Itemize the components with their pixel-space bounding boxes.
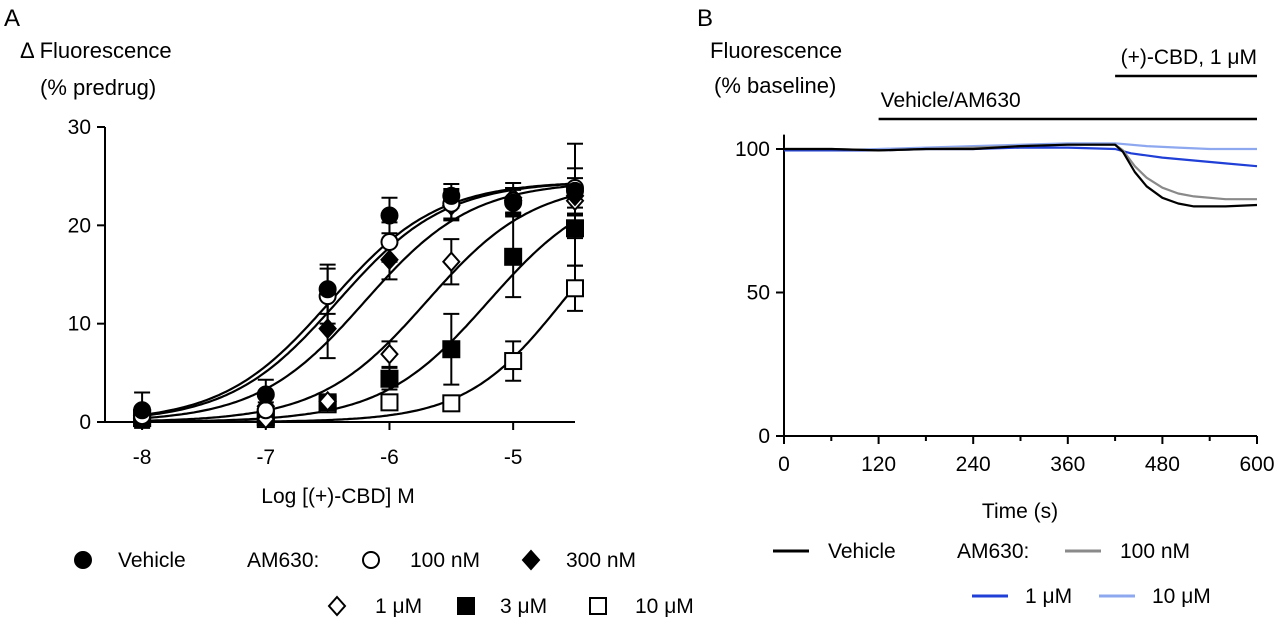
panel-a-fit-curve bbox=[142, 220, 576, 423]
panel-a-data-point bbox=[442, 186, 461, 205]
panel-b-ytick-label: 50 bbox=[747, 282, 770, 305]
panel-b-legend-100nm: 100 nM bbox=[1120, 540, 1190, 563]
panel-a-data-point bbox=[442, 394, 461, 413]
panel-a-data-point bbox=[441, 251, 461, 273]
panel-b-ytick-label: 100 bbox=[735, 138, 770, 161]
panel-a-legend-vehicle: Vehicle bbox=[118, 549, 186, 572]
panel-a-legend-marker bbox=[327, 595, 347, 617]
panel-b-annotation-label: (+)-CBD, 1 μM bbox=[1121, 46, 1257, 69]
panel-a-data-point bbox=[380, 206, 399, 225]
panel-a-legend-marker bbox=[521, 549, 541, 571]
panel-a-xlabel: Log [(+)-CBD] M bbox=[261, 485, 414, 508]
panel-a-ytick-label: 10 bbox=[68, 313, 91, 336]
panel-b-ylabel-line2: (% baseline) bbox=[714, 73, 836, 98]
panel-a-ytick-label: 30 bbox=[68, 116, 91, 139]
panel-a-data-point bbox=[380, 249, 399, 271]
panel-b-ylabel-line1: Fluorescence bbox=[710, 38, 842, 63]
panel-a-legend-10um: 10 μM bbox=[635, 595, 694, 618]
panel-a-legend: Vehicle AM630: 100 nM 300 nM 1 μM 3 μM 10 μM bbox=[74, 549, 694, 618]
panel-a-plot: 0 10 20 30 -8 -7 -6 -5 bbox=[68, 116, 585, 469]
panel-a-legend-group-label: AM630: bbox=[247, 549, 319, 572]
panel-b-xtick-label: 600 bbox=[1239, 453, 1274, 476]
panel-a-data-point bbox=[380, 233, 399, 252]
panel-a-fit-curve bbox=[142, 285, 576, 424]
panel-a-legend-marker bbox=[457, 597, 475, 615]
panel-a-data-point bbox=[504, 352, 523, 371]
panel-a-legend-100nm: 100 nM bbox=[410, 549, 480, 572]
panel-b-xtick-label: 240 bbox=[956, 453, 991, 476]
panel-a-legend-1um: 1 μM bbox=[375, 595, 422, 618]
panel-b-legend-1um: 1 μM bbox=[1025, 585, 1072, 608]
panel-a-fit-curve bbox=[142, 194, 576, 422]
panel-a-xtick-label: -6 bbox=[380, 446, 399, 469]
panel-a-xtick-label: -7 bbox=[256, 446, 275, 469]
panel-a-data-point bbox=[256, 385, 275, 404]
panel-a-legend-marker bbox=[589, 597, 607, 615]
panel-b-legend-10um: 10 μM bbox=[1152, 585, 1211, 608]
panel-a-data-point bbox=[380, 369, 399, 388]
panel-a-xtick-label: -8 bbox=[133, 446, 152, 469]
panel-a-data-point bbox=[380, 393, 399, 412]
panel-b-xtick-label: 120 bbox=[861, 453, 896, 476]
panel-a-data-point bbox=[318, 318, 337, 340]
panel-b-annotation-label: Vehicle/AM630 bbox=[881, 89, 1021, 112]
panel-a-fit-curve bbox=[141, 182, 576, 416]
panel-a-ylabel-line2: (% predrug) bbox=[40, 75, 156, 100]
panel-b-xtick-label: 480 bbox=[1145, 453, 1180, 476]
panel-b-ytick-label: 0 bbox=[758, 425, 770, 448]
panel-b-letter: B bbox=[697, 5, 713, 32]
panel-b-legend-group-label: AM630: bbox=[957, 540, 1029, 563]
panel-a-ytick-label: 20 bbox=[68, 214, 91, 237]
panel-a-data-point bbox=[504, 247, 523, 266]
panel-a-data-point bbox=[566, 181, 584, 200]
panel-a-legend-marker bbox=[74, 551, 92, 569]
panel-a-data-point bbox=[380, 343, 399, 365]
panel-a-legend-3um: 3 μM bbox=[500, 595, 547, 618]
panel-a-fit-curve bbox=[141, 182, 576, 417]
panel-b-xtick-label: 360 bbox=[1050, 453, 1085, 476]
panel-a-data-point bbox=[318, 390, 337, 412]
panel-b-trace bbox=[784, 143, 1257, 201]
panel-a-ylabel-line1: Δ Fluorescence bbox=[20, 38, 172, 63]
panel-b-legend: Vehicle AM630: 100 nM 1 μM 10 μM bbox=[773, 540, 1211, 608]
panel-b-plot: 0 50 100 0 120 240 360 480 600 Vehicle/AM630 (+)-C… bbox=[735, 46, 1275, 476]
panel-a-data-point bbox=[504, 193, 523, 212]
panel-b-xlabel: Time (s) bbox=[982, 500, 1058, 523]
panel-a-data-point bbox=[133, 401, 152, 420]
panel-a-letter: A bbox=[4, 5, 20, 32]
panel-a-data-point bbox=[566, 279, 584, 298]
panel-a-ytick-label: 0 bbox=[79, 411, 91, 434]
panel-b-xtick-label: 0 bbox=[778, 453, 790, 476]
panel-a-legend-marker bbox=[362, 551, 380, 569]
panel-a-data-point bbox=[318, 280, 337, 299]
panel-a-data-point bbox=[566, 219, 584, 238]
panel-b-legend-vehicle: Vehicle bbox=[828, 540, 896, 563]
panel-a-data-point bbox=[256, 401, 275, 420]
panel-a-xtick-label: -5 bbox=[504, 446, 523, 469]
panel-b-trace bbox=[784, 143, 1258, 208]
panel-a-fit-curve bbox=[142, 184, 576, 420]
panel-a-data-point bbox=[442, 340, 461, 359]
panel-a-legend-300nm: 300 nM bbox=[566, 549, 636, 572]
